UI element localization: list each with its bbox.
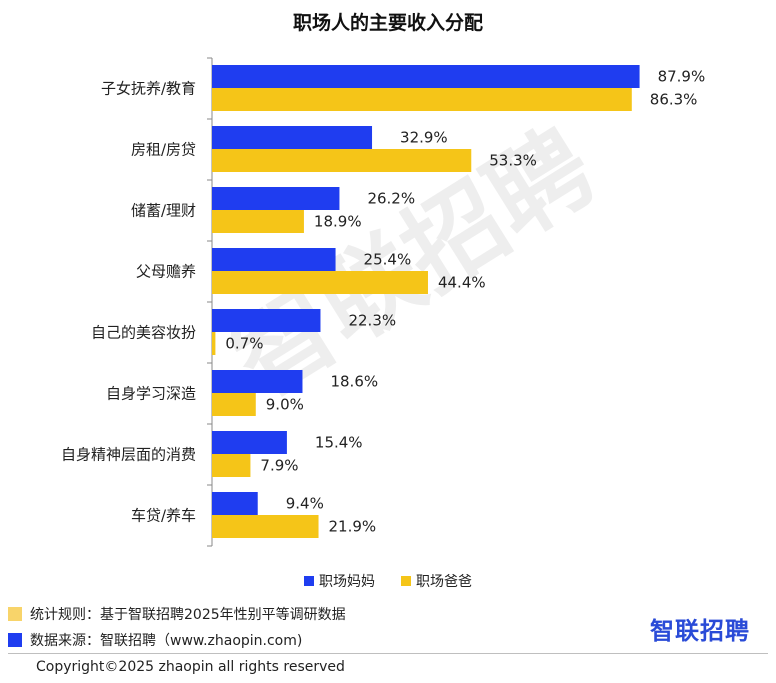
zhaopin-logo: 智联招聘 (650, 617, 750, 645)
bar-mothers (212, 126, 373, 149)
data-label-fathers: 21.9% (329, 518, 377, 536)
category-label: 自身精神层面的消费 (61, 446, 196, 464)
legend-label-mothers: 职场妈妈 (319, 574, 375, 590)
bar-fathers (212, 515, 319, 538)
legend-item-mothers: 职场妈妈 (304, 571, 375, 591)
note-data-source: 数据来源：智联招聘（www.zhaopin.com) (8, 630, 302, 650)
bar-fathers (212, 149, 472, 172)
legend-label-fathers: 职场爸爸 (416, 574, 472, 590)
data-label-mothers: 87.9% (658, 68, 706, 86)
bar-fathers (212, 332, 216, 355)
category-label: 子女抚养/教育 (101, 80, 196, 98)
data-label-fathers: 7.9% (260, 457, 298, 475)
data-label-mothers: 15.4% (315, 434, 363, 452)
note-source-text: 数据来源：智联招聘（www.zhaopin.com) (30, 633, 303, 649)
bar-fathers (212, 393, 256, 416)
bar-mothers (212, 309, 321, 332)
category-label: 储蓄/理财 (131, 202, 196, 220)
category-label: 自己的美容妆扮 (91, 324, 196, 342)
bar-mothers (212, 370, 303, 393)
note-statistics-rule: 统计规则：基于智联招聘2025年性别平等调研数据 (8, 604, 346, 624)
data-label-fathers: 9.0% (266, 396, 304, 414)
legend: 职场妈妈 职场爸爸 (0, 571, 776, 591)
legend-swatch-fathers (401, 576, 411, 586)
data-label-mothers: 18.6% (330, 373, 378, 391)
legend-item-fathers: 职场爸爸 (401, 571, 472, 591)
data-label-fathers: 0.7% (225, 335, 263, 353)
bar-mothers (212, 65, 640, 88)
category-label: 父母赡养 (136, 263, 196, 281)
footer-divider (8, 653, 768, 654)
category-label: 车贷/养车 (131, 507, 196, 525)
bar-mothers (212, 248, 336, 271)
data-label-fathers: 86.3% (650, 91, 698, 109)
bar-mothers (212, 431, 287, 454)
bar-mothers (212, 492, 258, 515)
note-rule-marker (8, 607, 22, 621)
chart-title: 职场人的主要收入分配 (292, 12, 483, 34)
data-label-fathers: 18.9% (314, 213, 362, 231)
data-label-mothers: 26.2% (367, 190, 415, 208)
data-label-mothers: 22.3% (348, 312, 396, 330)
data-label-fathers: 44.4% (438, 274, 486, 292)
data-label-mothers: 9.4% (286, 495, 324, 513)
data-label-mothers: 25.4% (364, 251, 412, 269)
category-label: 自身学习深造 (106, 385, 196, 403)
bar-fathers (212, 210, 304, 233)
legend-swatch-mothers (304, 576, 314, 586)
bar-fathers (212, 271, 428, 294)
data-label-fathers: 53.3% (489, 152, 537, 170)
copyright-text: Copyright©2025 zhaopin all rights reserv… (36, 659, 345, 675)
note-source-marker (8, 633, 22, 647)
note-rule-text: 统计规则：基于智联招聘2025年性别平等调研数据 (30, 607, 346, 623)
bar-fathers (212, 88, 632, 111)
bar-mothers (212, 187, 340, 210)
bar-fathers (212, 454, 251, 477)
category-label: 房租/房贷 (131, 141, 196, 159)
data-label-mothers: 32.9% (400, 129, 448, 147)
bar-chart: 子女抚养/教育 87.9% 86.3% 房租/房贷 32.9% 53.3% 储蓄/理财 26.… (61, 57, 706, 547)
